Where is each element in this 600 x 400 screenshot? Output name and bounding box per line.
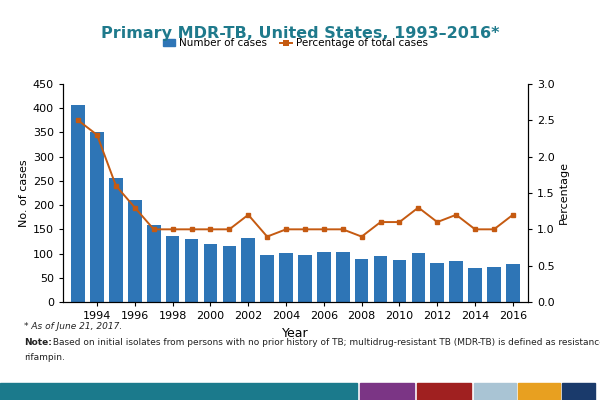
Bar	[430, 263, 444, 302]
Text: * As of June 21, 2017.: * As of June 21, 2017.	[24, 322, 122, 331]
Legend: Number of cases, Percentage of total cases: Number of cases, Percentage of total cas…	[158, 34, 433, 53]
Bar	[417, 383, 471, 400]
Bar	[360, 383, 414, 400]
Bar	[147, 226, 161, 302]
Bar	[487, 267, 501, 302]
Bar	[468, 268, 482, 302]
Bar	[518, 383, 560, 400]
Y-axis label: Percentage: Percentage	[559, 162, 569, 224]
X-axis label: Year: Year	[282, 326, 309, 340]
Y-axis label: No. of cases: No. of cases	[19, 159, 29, 227]
Bar	[90, 132, 104, 302]
Bar	[223, 246, 236, 302]
Bar	[298, 254, 312, 302]
Bar	[506, 264, 520, 302]
Bar	[260, 256, 274, 302]
Bar	[166, 236, 179, 302]
Bar	[374, 256, 388, 302]
Bar	[185, 239, 199, 302]
Bar	[279, 253, 293, 302]
Text: Note:: Note:	[24, 338, 52, 347]
Text: rifampin.: rifampin.	[24, 353, 65, 362]
Bar	[336, 252, 350, 302]
Bar	[355, 259, 368, 302]
Text: Based on initial isolates from persons with no prior history of TB; multidrug-re: Based on initial isolates from persons w…	[50, 338, 600, 347]
Text: Primary MDR-TB, United States, 1993–2016*: Primary MDR-TB, United States, 1993–2016…	[101, 26, 499, 41]
Bar	[317, 252, 331, 302]
Bar	[0, 383, 357, 400]
Bar	[241, 238, 255, 302]
Bar	[203, 244, 217, 302]
Bar	[474, 383, 516, 400]
Bar	[562, 383, 595, 400]
Bar	[449, 261, 463, 302]
Bar	[392, 260, 406, 302]
Bar	[109, 178, 123, 302]
Bar	[71, 105, 85, 302]
Bar	[412, 253, 425, 302]
Bar	[128, 200, 142, 302]
